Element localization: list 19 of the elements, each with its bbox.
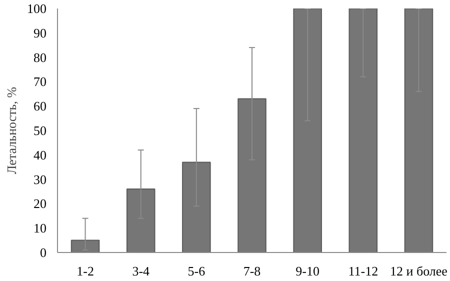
- y-tick-label: 100: [27, 1, 46, 16]
- y-tick-label: 60: [34, 98, 46, 114]
- y-tick-label: 50: [34, 123, 46, 138]
- y-axis-title: Летальность, %: [4, 86, 19, 174]
- y-tick-label: 30: [34, 172, 46, 187]
- x-tick-label: 1-2: [76, 264, 94, 278]
- y-tick-label: 0: [40, 245, 46, 260]
- y-tick-label: 10: [34, 220, 46, 236]
- y-tick-label: 90: [34, 25, 46, 40]
- x-tick-label: 5-6: [188, 264, 206, 278]
- y-tick-label: 80: [34, 50, 46, 65]
- x-tick-label: 7-8: [243, 264, 261, 278]
- x-tick-label: 12 и более: [390, 264, 448, 278]
- x-tick-label: 11-12: [348, 264, 378, 278]
- x-tick-label: 3-4: [132, 264, 150, 278]
- y-tick-label: 20: [34, 196, 46, 212]
- y-tick-label: 70: [34, 74, 46, 90]
- y-tick-label: 40: [34, 147, 46, 162]
- x-tick-label: 9-10: [296, 264, 320, 278]
